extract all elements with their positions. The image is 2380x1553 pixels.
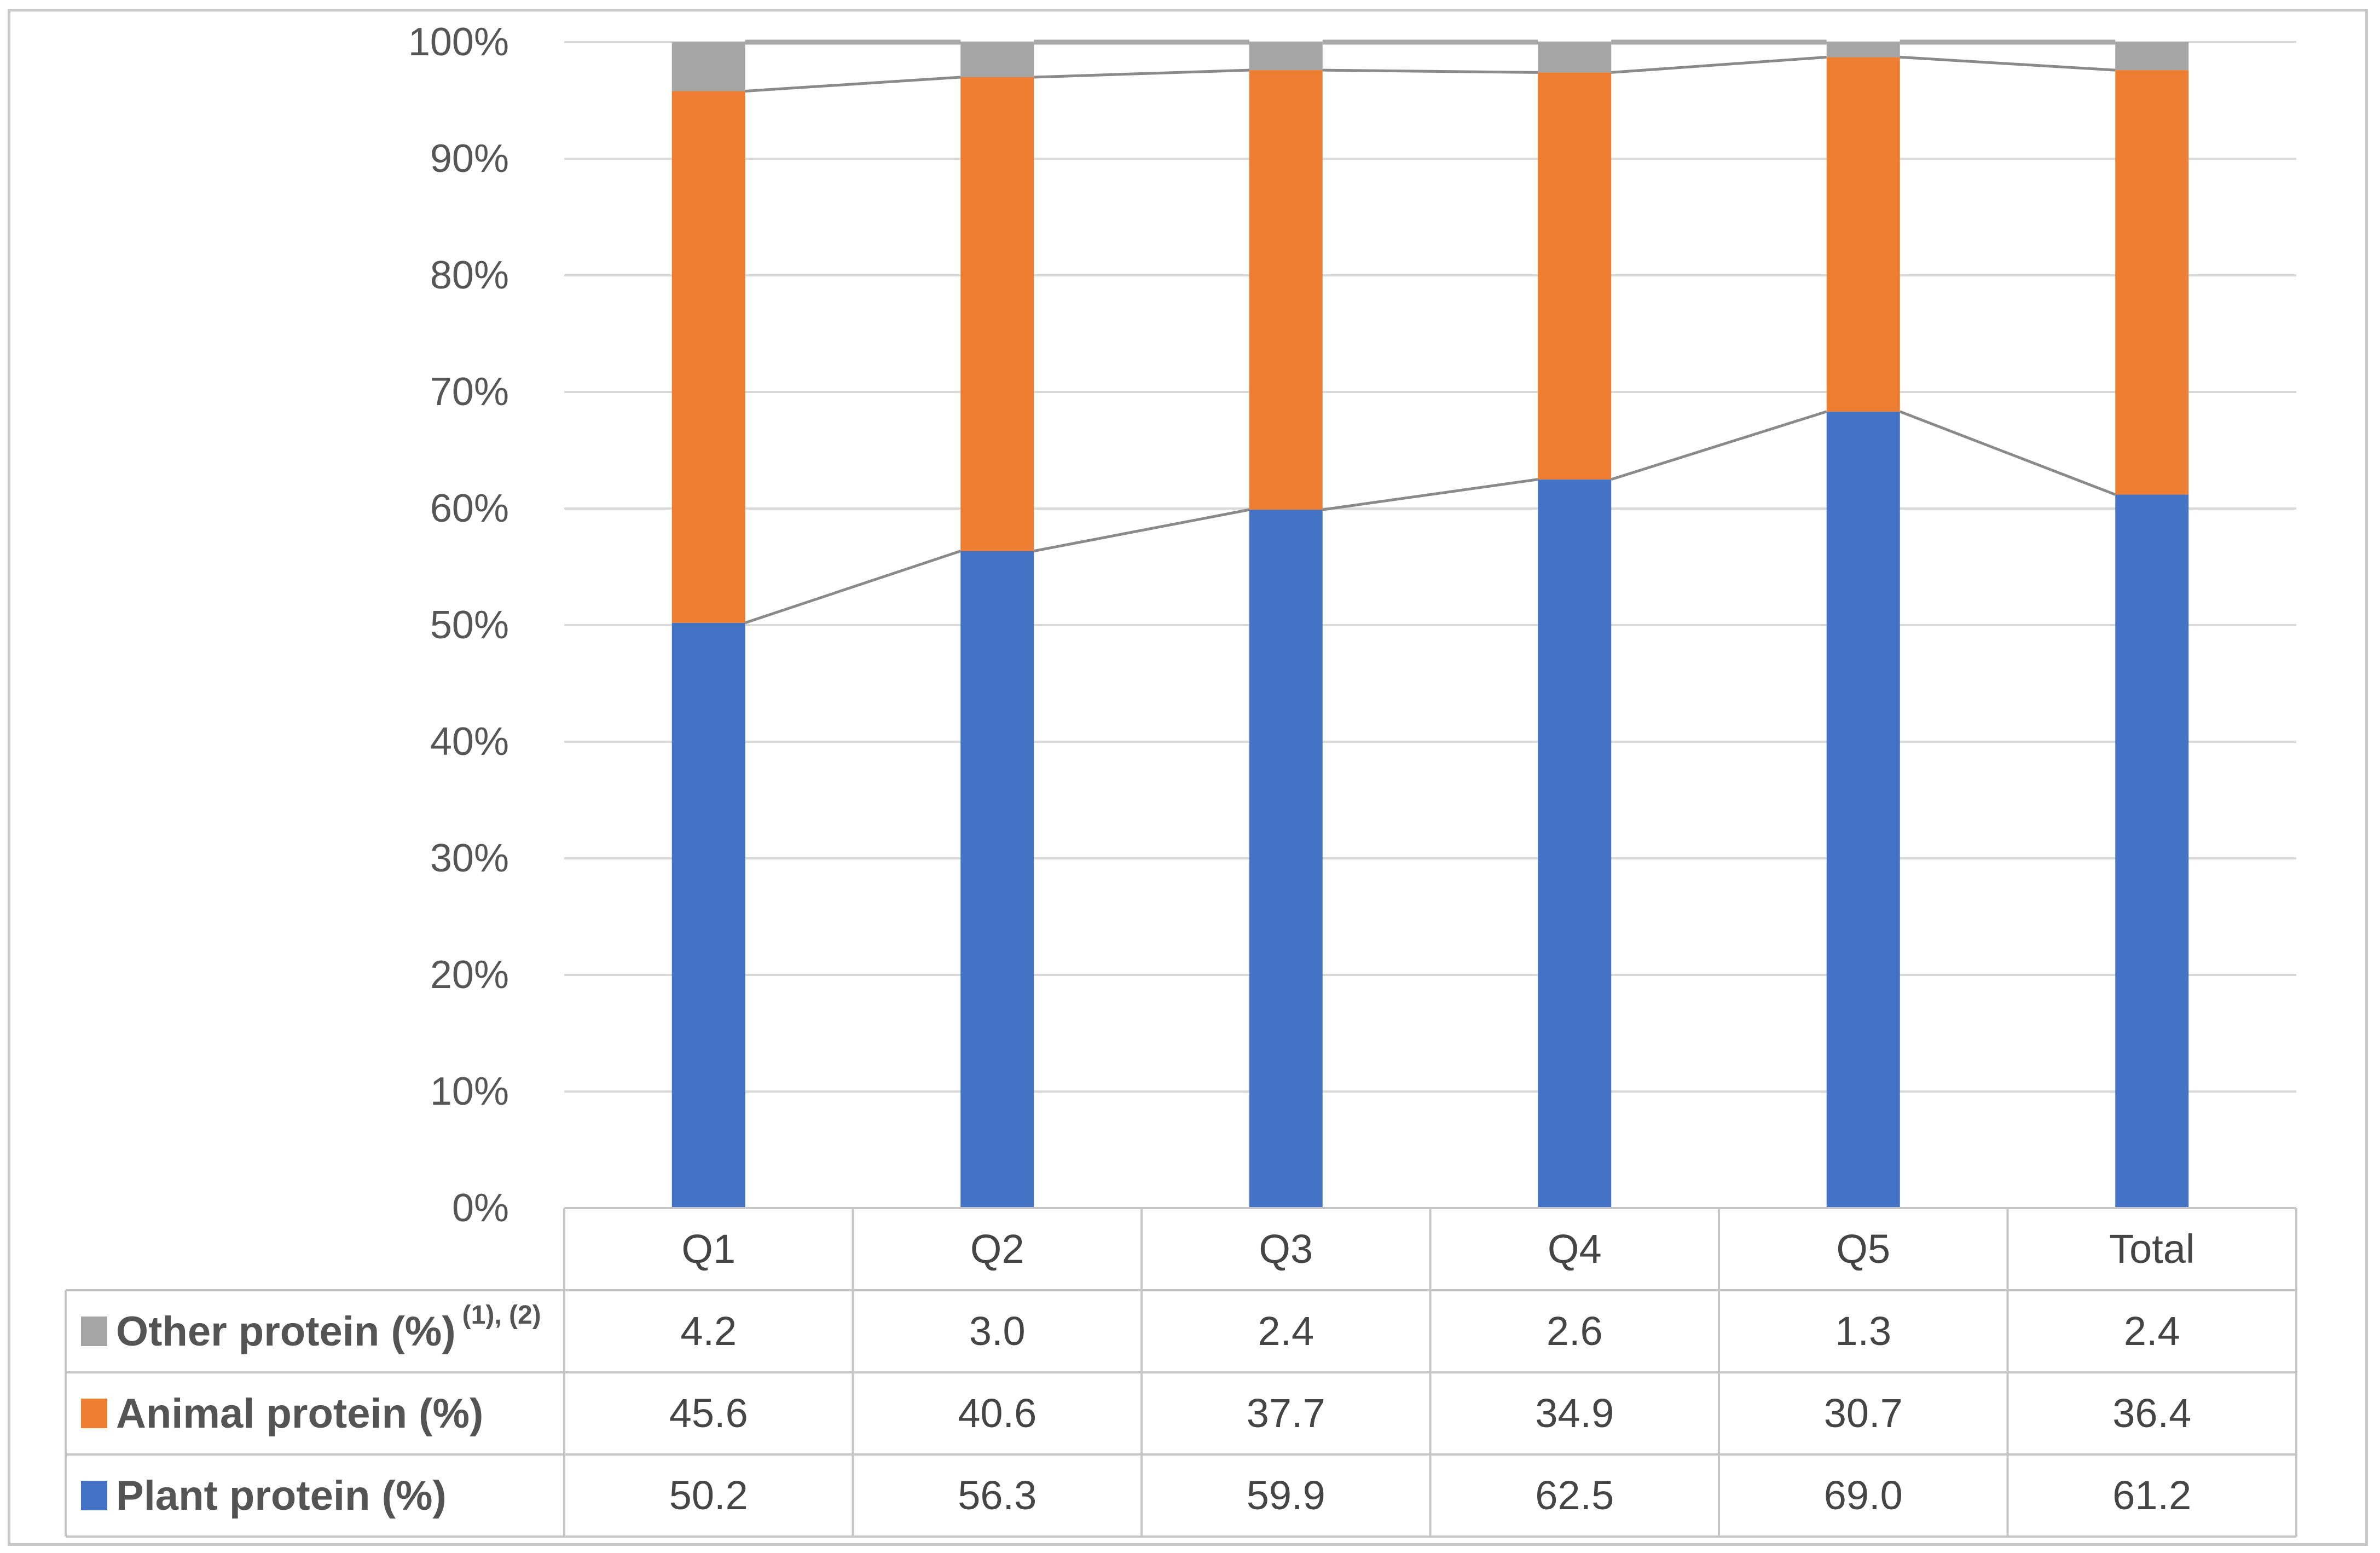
bar-segment-animal-protein-total (2115, 70, 2189, 495)
bar-segment-other-protein-q5 (1826, 42, 1900, 57)
bar-segment-other-protein-q2 (960, 42, 1034, 77)
table-cell-value: 61.2 (2112, 1473, 2192, 1518)
table-cell-value: 2.4 (1258, 1308, 1314, 1354)
table-cell-value: 69.0 (1823, 1473, 1903, 1518)
table-cell-value: 40.6 (958, 1390, 1037, 1436)
series-line-animal-protein (1611, 55, 1827, 74)
table-cell-value: 30.7 (1823, 1390, 1903, 1436)
table-column-header: Total (2109, 1226, 2195, 1272)
table-cell-value: 50.2 (669, 1473, 748, 1518)
table-row-label: Animal protein (%) (116, 1390, 484, 1437)
table-cell-value: 56.3 (958, 1473, 1037, 1518)
series-line-plant-protein (1611, 410, 1827, 481)
bar-segment-animal-protein-q3 (1249, 70, 1323, 510)
y-axis-tick-label: 10% (430, 1070, 509, 1113)
y-axis-tick-label: 70% (430, 370, 509, 414)
y-axis-tick-label: 0% (451, 1186, 509, 1230)
y-axis-tick-label: 80% (430, 253, 509, 297)
bar-segment-animal-protein-q2 (960, 77, 1034, 551)
table-cell-value: 3.0 (969, 1308, 1026, 1354)
table-cell-value: 2.4 (2123, 1308, 2180, 1354)
series-line-animal-protein (745, 76, 961, 93)
y-axis-tick-label: 50% (430, 603, 509, 647)
table-column-header: Q2 (970, 1226, 1024, 1272)
table-row-label-cell: Other protein (%) (1), (2) (66, 1290, 564, 1372)
bar-segment-plant-protein-q4 (1538, 479, 1612, 1208)
table-cell-value: 45.6 (669, 1390, 748, 1436)
table-cell-value: 62.5 (1535, 1473, 1614, 1518)
bar-segment-plant-protein-q5 (1826, 411, 1900, 1208)
table-column-header: Q4 (1547, 1226, 1602, 1272)
y-axis-tick-label: 20% (430, 953, 509, 997)
bar-segment-other-protein-q4 (1538, 42, 1612, 73)
table-row-label-superscript: (1), (2) (462, 1300, 541, 1330)
table-row-label: Plant protein (%) (116, 1472, 447, 1519)
legend-swatch-plant-protein (81, 1481, 107, 1510)
series-line-animal-protein (1322, 68, 1538, 74)
series-line-animal-protein (1900, 55, 2116, 72)
table-column-header: Q1 (681, 1226, 736, 1272)
bar-segment-plant-protein-q1 (671, 622, 745, 1208)
table-cell-value: 34.9 (1535, 1390, 1614, 1436)
y-axis-tick-label: 60% (430, 487, 509, 530)
table-column-header: Q5 (1836, 1226, 1891, 1272)
bar-segment-animal-protein-q4 (1538, 72, 1612, 480)
bar-segment-plant-protein-q2 (960, 551, 1034, 1208)
table-cell-value: 36.4 (2112, 1390, 2192, 1436)
table-column-header: Q3 (1259, 1226, 1313, 1272)
bar-segment-other-protein-q1 (671, 42, 745, 91)
y-axis-tick-label: 30% (430, 836, 509, 880)
table-cell-value: 4.2 (680, 1308, 737, 1354)
bar-segment-other-protein-q3 (1249, 42, 1323, 71)
series-line-plant-protein (1033, 508, 1250, 553)
series-line-plant-protein (744, 550, 962, 625)
figure-border (8, 9, 2368, 1546)
table-cell-value: 59.9 (1246, 1473, 1325, 1518)
series-line-animal-protein (1034, 68, 1249, 79)
series-line-plant-protein (1899, 410, 2116, 496)
table-row-label-cell: Plant protein (%) (66, 1454, 564, 1537)
bar-segment-animal-protein-q5 (1826, 57, 1900, 412)
y-axis-tick-label: 40% (430, 720, 509, 764)
table-cell-value: 1.3 (1835, 1308, 1892, 1354)
legend-swatch-other-protein (81, 1317, 107, 1346)
series-line-plant-protein (1322, 478, 1538, 511)
bar-segment-animal-protein-q1 (671, 91, 745, 623)
table-row-label-cell: Animal protein (%) (66, 1372, 564, 1454)
bar-segment-plant-protein-q3 (1249, 510, 1323, 1208)
table-cell-value: 2.6 (1546, 1308, 1603, 1354)
table-cell-value: 37.7 (1246, 1390, 1325, 1436)
table-row-label: Other protein (%) (116, 1308, 456, 1355)
legend-swatch-animal-protein (81, 1399, 107, 1428)
y-axis-tick-label: 90% (430, 137, 509, 181)
y-axis-tick-label: 100% (408, 20, 509, 64)
bar-segment-other-protein-total (2115, 42, 2189, 71)
bar-segment-plant-protein-total (2115, 494, 2189, 1209)
